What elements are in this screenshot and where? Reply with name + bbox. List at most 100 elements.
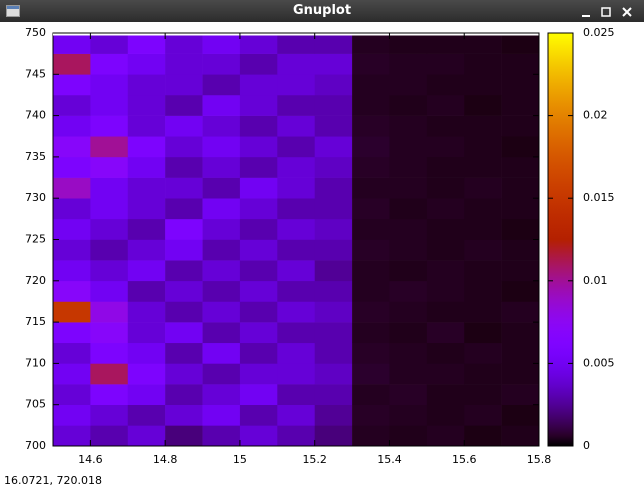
colorbar-tick-label: 0.02 (583, 109, 608, 122)
heatmap-cell (426, 33, 465, 54)
heatmap-cell (165, 156, 203, 178)
heatmap-cell (464, 218, 502, 240)
heatmap-cell (501, 115, 540, 137)
heatmap-cell (127, 342, 166, 364)
heatmap-cell (277, 53, 315, 75)
heatmap-cell (389, 260, 428, 282)
heatmap-cell (90, 363, 129, 385)
heatmap-cell (53, 280, 91, 302)
heatmap-cell (53, 115, 91, 137)
heatmap-cell (389, 94, 428, 116)
x-tick-label: 14.8 (153, 453, 178, 466)
colorbar-tick-label: 0.015 (583, 191, 615, 204)
heatmap-cell (389, 136, 428, 158)
heatmap-cell (165, 384, 203, 405)
heatmap-cell (277, 115, 315, 137)
heatmap-cell (426, 260, 465, 282)
window-controls[interactable] (580, 5, 640, 19)
heatmap-cell (277, 136, 315, 158)
heatmap-cell (314, 322, 353, 344)
heatmap-cell (90, 301, 129, 323)
heatmap-cell (426, 136, 465, 158)
heatmap-cell (464, 404, 502, 426)
y-tick-label: 710 (25, 356, 46, 369)
heatmap-cell (239, 115, 278, 137)
heatmap-cell (277, 404, 315, 426)
heatmap-cell (426, 156, 465, 178)
heatmap-cell (202, 115, 241, 137)
heatmap-cell (127, 33, 166, 54)
colorbar (547, 32, 574, 447)
heatmap-cell (314, 425, 353, 447)
heatmap-cell (277, 218, 315, 240)
heatmap-cell (389, 218, 428, 240)
heatmap-cell (464, 53, 502, 75)
heatmap-cell (53, 177, 91, 199)
heatmap-cell (314, 363, 353, 385)
heatmap-cell (314, 342, 353, 364)
heatmap-cell (90, 280, 129, 302)
heatmap-cell (127, 198, 166, 220)
heatmap-cell (90, 404, 129, 426)
heatmap-cell (127, 156, 166, 178)
heatmap-cell (314, 384, 353, 405)
heatmap-cell (464, 280, 502, 302)
heatmap-cell (90, 260, 129, 282)
heatmap-cell (202, 404, 241, 426)
window-icon (6, 5, 20, 17)
heatmap-cell (239, 218, 278, 240)
heatmap-cell (389, 198, 428, 220)
heatmap-cell (314, 198, 353, 220)
heatmap-cell (239, 260, 278, 282)
heatmap-cell (239, 363, 278, 385)
heatmap-cell (277, 239, 315, 261)
heatmap-cell (202, 260, 241, 282)
heatmap-cell (426, 53, 465, 75)
heatmap-cell (464, 33, 502, 54)
heatmap-cell (352, 342, 390, 364)
heatmap-cell (314, 280, 353, 302)
heatmap-cell (277, 322, 315, 344)
heatmap-cell (501, 404, 540, 426)
heatmap-cell (426, 280, 465, 302)
heatmap-cell (501, 33, 540, 54)
y-tick-label: 735 (25, 150, 46, 163)
heatmap-cell (165, 404, 203, 426)
heatmap-cell (165, 363, 203, 385)
heatmap-cell (464, 384, 502, 405)
heatmap-cell (53, 74, 91, 96)
heatmap-cell (165, 260, 203, 282)
heatmap-cell (277, 177, 315, 199)
heatmap-cell (501, 218, 540, 240)
heatmap-cell (352, 156, 390, 178)
heatmap-cell (352, 74, 390, 96)
close-button[interactable] (622, 7, 632, 17)
heatmap-cell (53, 136, 91, 158)
heatmap-cell (165, 33, 203, 54)
heatmap-cell (389, 425, 428, 447)
heatmap-cell (90, 94, 129, 116)
heatmap-cell (352, 404, 390, 426)
y-tick-label: 725 (25, 233, 46, 246)
heatmap-cell (127, 260, 166, 282)
heatmap-cell (53, 384, 91, 405)
heatmap-cell (426, 94, 465, 116)
heatmap-cell (239, 198, 278, 220)
y-tick-label: 715 (25, 315, 46, 328)
y-tick-label: 745 (25, 67, 46, 80)
heatmap-cell (127, 53, 166, 75)
maximize-button[interactable] (601, 7, 611, 17)
y-tick-label: 700 (25, 439, 46, 452)
heatmap-cell (127, 74, 166, 96)
heatmap-cell (202, 136, 241, 158)
colorbar-tick-label: 0.01 (583, 274, 608, 287)
heatmap-cell (239, 301, 278, 323)
heatmap-cell (501, 53, 540, 75)
heatmap-cell (165, 425, 203, 447)
heatmap-cell (53, 94, 91, 116)
heatmap-cell (277, 363, 315, 385)
heatmap-cell (90, 384, 129, 405)
x-tick-label: 15.2 (302, 453, 327, 466)
title-bar: Gnuplot (0, 0, 644, 22)
heatmap-cell (314, 218, 353, 240)
